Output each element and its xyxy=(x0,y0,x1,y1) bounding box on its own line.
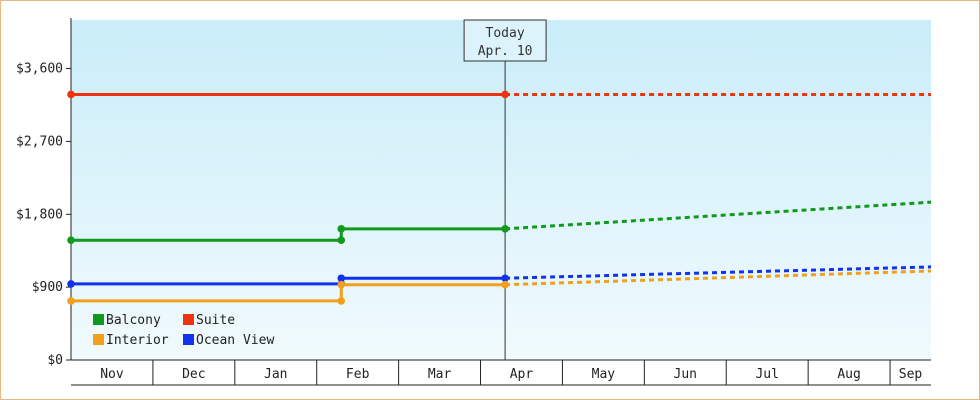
today-date: Apr. 10 xyxy=(478,44,533,59)
legend-swatch-interior xyxy=(93,334,104,345)
y-tick-label: $3,600 xyxy=(16,62,63,77)
series-balcony-point xyxy=(337,236,346,244)
x-tick-label: Jun xyxy=(674,367,697,382)
x-tick-label: Sep xyxy=(899,367,923,382)
legend-swatch-suite xyxy=(183,314,194,325)
series-interior-point xyxy=(501,280,509,289)
legend-label-balcony: Balcony xyxy=(106,313,161,328)
y-tick-label: $1,800 xyxy=(16,207,63,222)
legend-swatch-balcony xyxy=(93,314,104,325)
x-axis: Nov Dec Jan Feb Mar Apr May Jun Jul Aug Sep xyxy=(71,359,931,386)
series-layer xyxy=(67,90,932,305)
series-balcony-point xyxy=(501,225,509,233)
series-ocean-view-point xyxy=(337,274,346,283)
today-marker: Today Apr. 10 xyxy=(463,19,547,360)
series-balcony xyxy=(67,200,932,244)
x-tick-label: Nov xyxy=(100,367,124,382)
today-title: Today xyxy=(486,26,525,41)
y-tick-label: $900 xyxy=(32,280,63,295)
series-interior-point xyxy=(67,297,75,305)
series-ocean-view-forecast xyxy=(505,265,932,280)
series-balcony-point xyxy=(67,236,75,244)
x-tick-label: Mar xyxy=(428,367,452,382)
today-box xyxy=(463,19,547,62)
series-balcony-point xyxy=(337,225,346,233)
series-interior-forecast xyxy=(505,269,932,287)
x-tick-label: Dec xyxy=(182,367,205,382)
x-tick-label: Apr xyxy=(510,367,534,382)
series-interior-point xyxy=(337,280,346,289)
series-balcony-line xyxy=(71,227,506,242)
y-tick-label: $0 xyxy=(47,353,63,368)
x-tick-label: Feb xyxy=(346,367,370,382)
y-axis: $0 $900 $1,800 $2,700 $3,600 xyxy=(16,18,72,368)
series-ocean-view-point xyxy=(67,280,75,288)
legend-label-ocean-view: Ocean View xyxy=(196,333,274,348)
y-tick-label: $2,700 xyxy=(16,134,63,149)
series-balcony-forecast xyxy=(505,200,932,231)
x-tick-label: Jul xyxy=(755,367,778,382)
x-tick-label: May xyxy=(592,367,616,382)
plot-area xyxy=(71,20,931,360)
x-tick-label: Aug xyxy=(837,367,860,382)
legend-label-interior: Interior xyxy=(106,333,169,348)
series-interior xyxy=(67,269,932,305)
legend-swatch-ocean-view xyxy=(183,334,194,345)
series-suite-point xyxy=(501,90,509,99)
legend-label-suite: Suite xyxy=(196,313,235,328)
series-interior-line xyxy=(71,283,506,303)
legend: Balcony Suite Interior Ocean View xyxy=(93,313,274,348)
series-suite xyxy=(67,90,931,99)
series-ocean-view-point xyxy=(501,274,509,283)
x-tick-label: Jan xyxy=(264,367,287,382)
series-interior-point xyxy=(337,297,346,305)
series-suite-point xyxy=(67,90,75,99)
